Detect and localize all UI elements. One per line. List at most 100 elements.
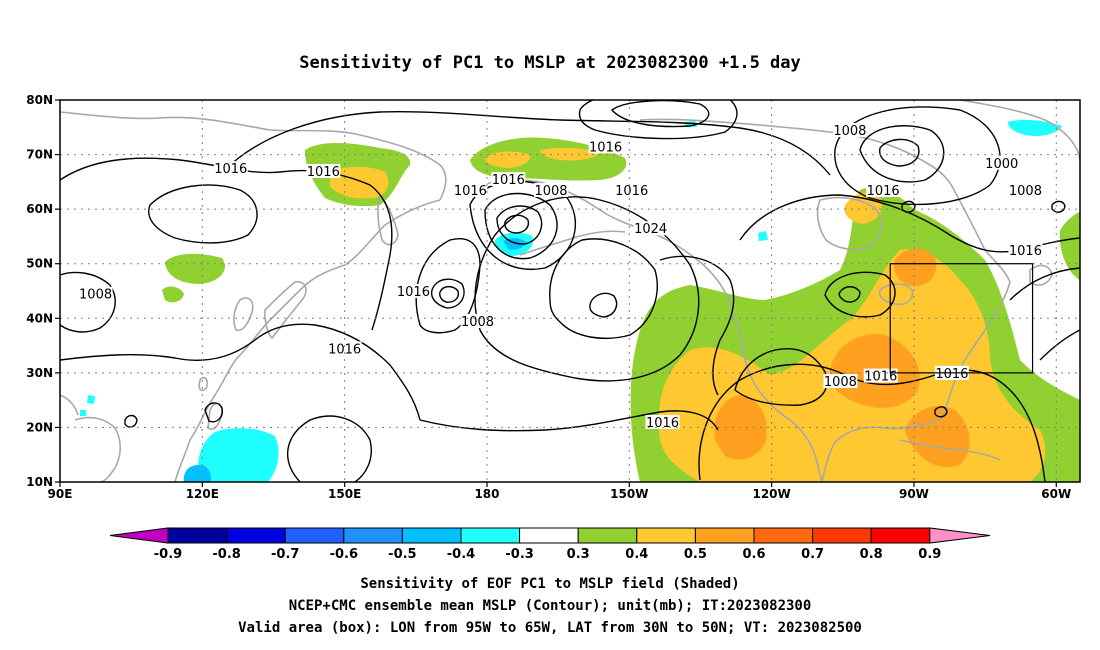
contour-label-bg	[984, 155, 1019, 170]
contour-label-bg	[460, 314, 495, 329]
colorbar-swatch-5	[460, 527, 521, 544]
contour-label-18: 1016	[863, 368, 898, 385]
colorbar-level-label: -0.8	[212, 547, 240, 562]
contour-1008-asia-west	[60, 271, 116, 333]
colorbar-low-arrow	[109, 527, 169, 544]
lon-tick-label: 150E	[328, 487, 361, 501]
contour-label-19: 1016	[934, 365, 969, 382]
contour-1016-na-south	[659, 255, 735, 396]
coast-great-lakes	[878, 283, 914, 306]
contour-label-12: 1008	[832, 123, 867, 139]
contour-label-text: 1016	[1009, 244, 1042, 259]
lat-tick-label: 80N	[26, 93, 53, 107]
shade-darkorange-southeast	[905, 406, 970, 468]
contour-1016-asia	[60, 157, 393, 331]
contour-label-9: 1016	[396, 284, 431, 300]
shade-darkorange-lakes	[894, 248, 937, 287]
lat-tick-label: 70N	[26, 148, 53, 162]
coast-greenland	[959, 100, 1080, 161]
coast-east-asia	[174, 199, 441, 482]
contour-label-text: 1008	[534, 184, 567, 199]
lat-tick-label: 30N	[26, 366, 53, 380]
contour-label-text: 1008	[79, 288, 112, 303]
contour-1016-atlantic-2	[1039, 329, 1080, 361]
contour-small-low-1	[204, 402, 224, 423]
contour-label-bg	[491, 172, 526, 187]
contour-low-kamchatka	[430, 278, 465, 309]
shade-cyan-small-4	[80, 410, 86, 416]
caption-line-1: Sensitivity of EOF PC1 to MSLP field (Sh…	[360, 576, 739, 592]
contour-label-bg	[645, 414, 680, 429]
contour-label-17: 1008	[823, 374, 858, 390]
colorbar-level-label: 0.8	[860, 547, 883, 562]
shade-orange-arctic-2	[540, 147, 600, 161]
contour-label-bg	[78, 286, 113, 301]
contour-label-text: 1008	[824, 375, 857, 390]
contour-1016-asia-inner	[148, 184, 258, 244]
lon-tick-label: 90W	[899, 487, 929, 501]
contour-label-bg	[396, 284, 431, 298]
contour-1032-pacific-high	[589, 292, 618, 318]
contour-1024-arctic-high	[610, 100, 710, 128]
contour-label-text: 1016	[646, 416, 679, 431]
contour-label-0: 1016	[213, 161, 248, 177]
contour-label-2: 1016	[588, 139, 623, 155]
contour-label-14: 1016	[866, 183, 901, 199]
contour-label-text: 1016	[935, 367, 968, 382]
contour-small-low-4	[901, 200, 916, 213]
map-frame	[59, 99, 1081, 483]
coast-hudson-bay	[816, 196, 883, 250]
shade-lightblue-pacific	[183, 464, 212, 482]
shade-cyan-greenland	[1008, 119, 1062, 136]
contour-label-bg	[614, 183, 649, 198]
shade-cyan-small-3	[87, 395, 95, 404]
lat-lon-grid	[60, 100, 1080, 482]
shade-green-mongolia	[165, 253, 226, 284]
contour-label-20: 1016	[645, 414, 680, 431]
contour-label-bg	[823, 374, 858, 389]
shade-cyan-pacific	[198, 428, 279, 482]
contour-low-aleutian-1	[496, 205, 543, 245]
colorbar-swatch-8	[636, 527, 696, 544]
colorbar-swatch-4	[401, 527, 462, 544]
contour-label-text: 1016	[615, 184, 648, 199]
lon-tick-label: 120W	[752, 487, 790, 501]
lon-tick-label: 90E	[48, 487, 73, 501]
contour-label-7: 1016	[453, 183, 488, 199]
contour-label-text: 1016	[454, 184, 487, 199]
lat-tick-label: 50N	[26, 257, 53, 271]
colorbar-level-label: -0.7	[271, 547, 299, 562]
coast-indochina	[74, 416, 122, 482]
contour-label-bg	[588, 139, 623, 154]
contour-label-1: 1016	[306, 163, 341, 180]
colorbar-level-label: -0.3	[505, 547, 533, 562]
contour-label-16: 1016	[1008, 243, 1043, 259]
shade-green-atlantic	[1050, 413, 1080, 443]
contour-label-text: 1000	[985, 157, 1018, 172]
contour-label-8: 1008	[78, 286, 113, 303]
contour-label-5: 1016	[614, 183, 649, 199]
lon-tick-label: 150W	[610, 487, 648, 501]
contour-label-text: 1024	[634, 222, 667, 237]
contour-1016-south	[60, 323, 421, 421]
colorbar-level-label: -0.6	[330, 547, 358, 562]
shade-orange-siberia	[330, 166, 389, 199]
shade-green-china	[162, 286, 184, 303]
coast-taiwan	[198, 376, 208, 392]
contour-1008-greenland	[834, 106, 1001, 206]
contour-label-15: 1008	[1008, 183, 1043, 199]
shade-green-arctic	[470, 137, 627, 181]
colorbar-level-label: -0.5	[388, 547, 416, 562]
contour-1016-arctic	[224, 111, 831, 176]
contour-low-lakes	[838, 286, 861, 303]
contour-small-low-3	[934, 406, 948, 418]
colorbar-level-label: 0.9	[918, 547, 941, 562]
contour-label-bg	[453, 183, 488, 198]
contour-low-aleutian-3	[484, 192, 558, 260]
contour-label-bg	[633, 221, 668, 236]
contour-1016-south-pacific	[286, 415, 372, 482]
contour-label-bg	[213, 161, 248, 176]
coast-caribbean	[899, 439, 1001, 461]
colorbar-swatch-6	[519, 527, 579, 544]
